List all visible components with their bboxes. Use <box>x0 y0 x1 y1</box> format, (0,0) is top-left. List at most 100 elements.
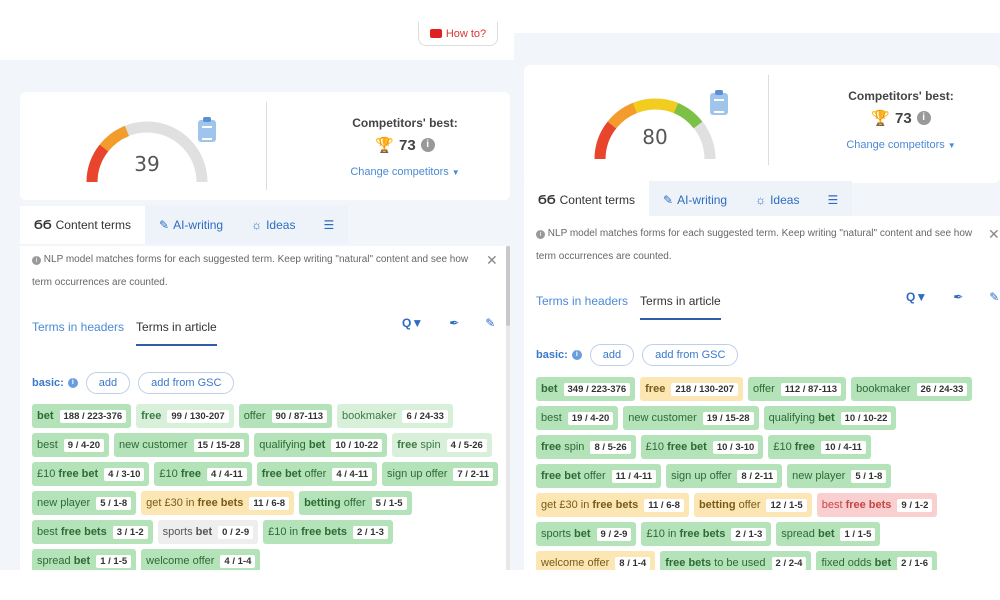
scrollbar[interactable] <box>506 246 510 570</box>
term-chip[interactable]: new player 5 / 1-8 <box>787 464 892 488</box>
score-card: 39 Competitors' best: 🏆 73 i Change comp… <box>20 92 510 200</box>
term-text: £10 in <box>646 528 680 540</box>
term-chip[interactable]: welcome offer 4 / 1-4 <box>141 549 261 570</box>
term-chip[interactable]: offer 90 / 87-113 <box>238 404 333 428</box>
term-count: 8 / 1-4 <box>615 556 651 570</box>
term-chip[interactable]: bet 349 / 223-376 <box>536 377 636 401</box>
how-to-button[interactable]: How to? <box>418 22 498 46</box>
term-chip[interactable]: £10 in free bets 2 / 1-3 <box>641 522 772 546</box>
basic-label-text: basic: <box>32 377 64 389</box>
nlp-note-text: NLP model matches forms for each suggest… <box>536 228 973 262</box>
term-chip[interactable]: free bet offer 11 / 4-11 <box>536 464 662 488</box>
term-chip[interactable]: best 9 / 4-20 <box>32 433 110 457</box>
term-chip[interactable]: new player 5 / 1-8 <box>32 491 137 515</box>
term-chip[interactable]: £10 free bet 4 / 3-10 <box>32 462 150 486</box>
term-chip[interactable]: bookmaker 6 / 24-33 <box>337 404 453 428</box>
term-label: new customer <box>628 412 696 424</box>
tab-ai-writing[interactable]: ✎ AI-writing <box>649 181 741 219</box>
term-keyword: bet <box>195 526 213 538</box>
term-chip[interactable]: bookmaker 26 / 24-33 <box>851 377 973 401</box>
term-chip[interactable]: free bets to be used 2 / 2-4 <box>660 551 812 570</box>
nlp-note: i NLP model matches forms for each sugge… <box>32 248 482 294</box>
term-chip[interactable]: bet 188 / 223-376 <box>32 404 132 428</box>
subtab-terms-in-article[interactable]: Terms in article <box>136 320 217 346</box>
clipboard-icon[interactable] <box>710 90 728 115</box>
tab-settings[interactable]: ☰ <box>309 206 348 244</box>
scrollbar-thumb[interactable] <box>506 246 510 326</box>
search-filter-icon[interactable]: Q▼ <box>906 290 928 304</box>
term-label: sports bet <box>541 528 591 540</box>
term-chip[interactable]: free 99 / 130-207 <box>136 404 234 428</box>
term-chip[interactable]: welcome offer 8 / 1-4 <box>536 551 656 570</box>
subtab-terms-in-headers[interactable]: Terms in headers <box>536 294 629 308</box>
tab-ai-writing[interactable]: ✎ AI-writing <box>145 206 237 244</box>
pencil-icon[interactable]: ✎ <box>989 290 1000 304</box>
term-label: bookmaker <box>342 410 396 422</box>
term-keyword: free <box>180 468 201 480</box>
term-chip[interactable]: get £30 in free bets 11 / 6-8 <box>141 491 295 515</box>
term-chip[interactable]: spread bet 1 / 1-5 <box>32 549 137 570</box>
term-chip[interactable]: sports bet 9 / 2-9 <box>536 522 637 546</box>
term-chip[interactable]: fixed odds bet 2 / 1-6 <box>816 551 938 570</box>
change-competitors-link[interactable]: Change competitors ▼ <box>310 166 500 178</box>
term-chip[interactable]: new customer 19 / 15-28 <box>623 406 759 430</box>
pencil-icon[interactable]: ✎ <box>485 316 496 330</box>
info-icon[interactable]: i <box>571 350 582 360</box>
add-from-gsc-button[interactable]: add from GSC <box>642 344 739 366</box>
term-chip[interactable]: get £30 in free bets 11 / 6-8 <box>536 493 689 517</box>
tab-ideas[interactable]: ☼ Ideas <box>237 206 309 244</box>
term-chip[interactable]: free bet offer 4 / 4-11 <box>256 462 378 486</box>
term-label: qualifying bet <box>769 412 835 424</box>
tab-settings[interactable]: ☰ <box>813 181 852 219</box>
clipboard-icon[interactable] <box>198 117 216 142</box>
term-chip[interactable]: betting offer 5 / 1-5 <box>299 491 412 515</box>
search-filter-icon[interactable]: Q▼ <box>402 316 424 330</box>
score-card: 80 Competitors' best: 🏆 73 i Change comp… <box>524 65 1000 183</box>
term-chip[interactable]: new customer 15 / 15-28 <box>114 433 250 457</box>
term-chip[interactable]: sign up offer 7 / 2-11 <box>382 462 499 486</box>
term-chip[interactable]: betting offer 12 / 1-5 <box>693 493 812 517</box>
term-chip[interactable]: £10 free 10 / 4-11 <box>768 435 871 459</box>
term-count: 4 / 4-11 <box>207 467 247 481</box>
tab-ideas[interactable]: ☼ Ideas <box>741 181 813 219</box>
term-chip[interactable]: sports bet 0 / 2-9 <box>157 520 259 544</box>
term-label: best <box>37 439 58 451</box>
tab-content-terms[interactable]: ϬϬ Content terms <box>20 206 146 244</box>
pen-icon[interactable]: ✒ <box>449 316 460 330</box>
tab-content-terms[interactable]: ϬϬ Content terms <box>524 181 650 219</box>
term-chip[interactable]: offer 112 / 87-113 <box>747 377 847 401</box>
score-value: 80 <box>642 125 668 149</box>
info-icon[interactable]: i <box>420 138 435 152</box>
term-text: offer <box>301 468 327 480</box>
divider <box>266 102 267 190</box>
term-text: sports <box>541 528 575 540</box>
subtab-terms-in-article[interactable]: Terms in article <box>640 294 721 320</box>
close-icon[interactable]: ✕ <box>988 226 1000 242</box>
term-chip[interactable]: £10 free bet 10 / 3-10 <box>640 435 764 459</box>
add-from-gsc-button[interactable]: add from GSC <box>138 372 235 394</box>
term-chip[interactable]: qualifying bet 10 / 10-22 <box>763 406 897 430</box>
pen-icon[interactable]: ✒ <box>953 290 964 304</box>
term-text: qualifying <box>768 412 819 424</box>
subtab-terms-in-headers[interactable]: Terms in headers <box>32 320 125 334</box>
term-chip[interactable]: free spin 8 / 5-26 <box>536 435 636 459</box>
term-chip[interactable]: free 218 / 130-207 <box>640 377 743 401</box>
term-chip[interactable]: £10 free 4 / 4-11 <box>154 462 252 486</box>
term-label: welcome offer <box>541 557 609 569</box>
term-chip[interactable]: free spin 4 / 5-26 <box>392 433 492 457</box>
term-chip[interactable]: best 19 / 4-20 <box>536 406 619 430</box>
term-chip[interactable]: best free bets 3 / 1-2 <box>32 520 153 544</box>
info-icon[interactable]: i <box>67 378 78 388</box>
term-chip[interactable]: sign up offer 8 / 2-11 <box>666 464 783 488</box>
info-icon[interactable]: i <box>916 111 931 125</box>
term-label: best free bets <box>37 526 107 538</box>
content-terms-card: i NLP model matches forms for each sugge… <box>20 246 510 570</box>
term-chip[interactable]: qualifying bet 10 / 10-22 <box>254 433 388 457</box>
term-chip[interactable]: spread bet 1 / 1-5 <box>776 522 881 546</box>
change-competitors-link[interactable]: Change competitors ▼ <box>806 139 996 151</box>
add-button[interactable]: add <box>589 344 635 366</box>
close-icon[interactable]: ✕ <box>486 252 498 268</box>
add-button[interactable]: add <box>85 372 131 394</box>
term-chip[interactable]: £10 in free bets 2 / 1-3 <box>263 520 393 544</box>
term-chip[interactable]: best free bets 9 / 1-2 <box>816 493 938 517</box>
